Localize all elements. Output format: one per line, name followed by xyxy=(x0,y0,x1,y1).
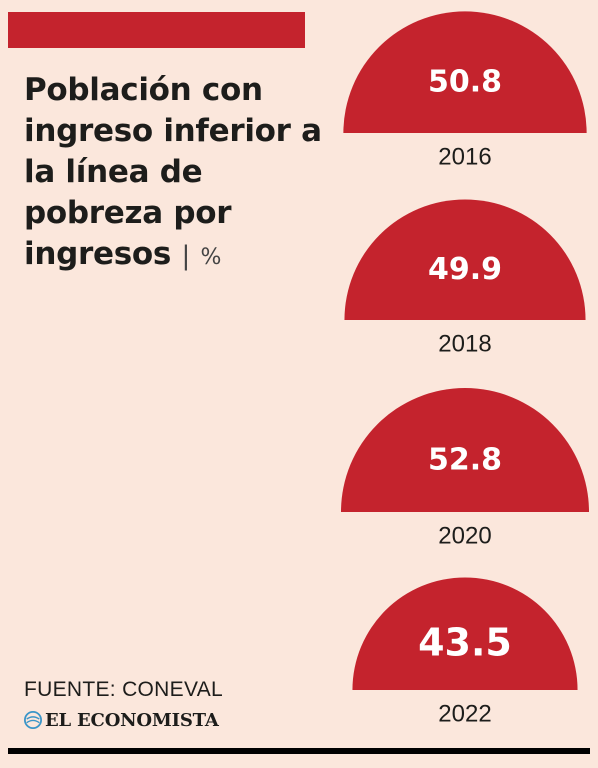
semicircle-group-2018: 49.9 2018 xyxy=(344,199,586,358)
semicircle-group-2020: 52.8 2020 xyxy=(341,388,589,550)
semicircle-2022 xyxy=(352,577,578,690)
value-label-2018: 49.9 xyxy=(428,252,502,287)
year-label-2022: 2022 xyxy=(438,701,491,728)
top-accent-bar xyxy=(8,12,305,48)
brand-name: EL ECONOMISTA xyxy=(45,709,219,731)
semicircle-group-2022: 43.5 2022 xyxy=(352,577,578,728)
title-separator: | xyxy=(181,241,191,271)
year-label-2016: 2016 xyxy=(438,144,491,171)
value-label-2022: 43.5 xyxy=(418,621,512,665)
unit-label: % xyxy=(200,245,222,270)
semicircle-2016 xyxy=(343,11,587,133)
semicircle-2018 xyxy=(344,199,586,320)
semicircle-group-2016: 50.8 2016 xyxy=(343,11,587,171)
brand-logo: EL ECONOMISTA xyxy=(24,708,219,732)
semicircle-2020 xyxy=(341,388,589,512)
chart-title: Población con ingreso inferior a la líne… xyxy=(24,70,324,278)
value-label-2016: 50.8 xyxy=(428,64,502,99)
year-label-2018: 2018 xyxy=(438,331,491,358)
bottom-rule xyxy=(8,748,590,754)
year-label-2020: 2020 xyxy=(438,523,491,550)
chart-title-text: Población con ingreso inferior a la líne… xyxy=(24,72,322,272)
globe-icon xyxy=(24,711,42,729)
source-note: FUENTE: CONEVAL xyxy=(24,678,223,701)
value-label-2020: 52.8 xyxy=(428,442,502,477)
